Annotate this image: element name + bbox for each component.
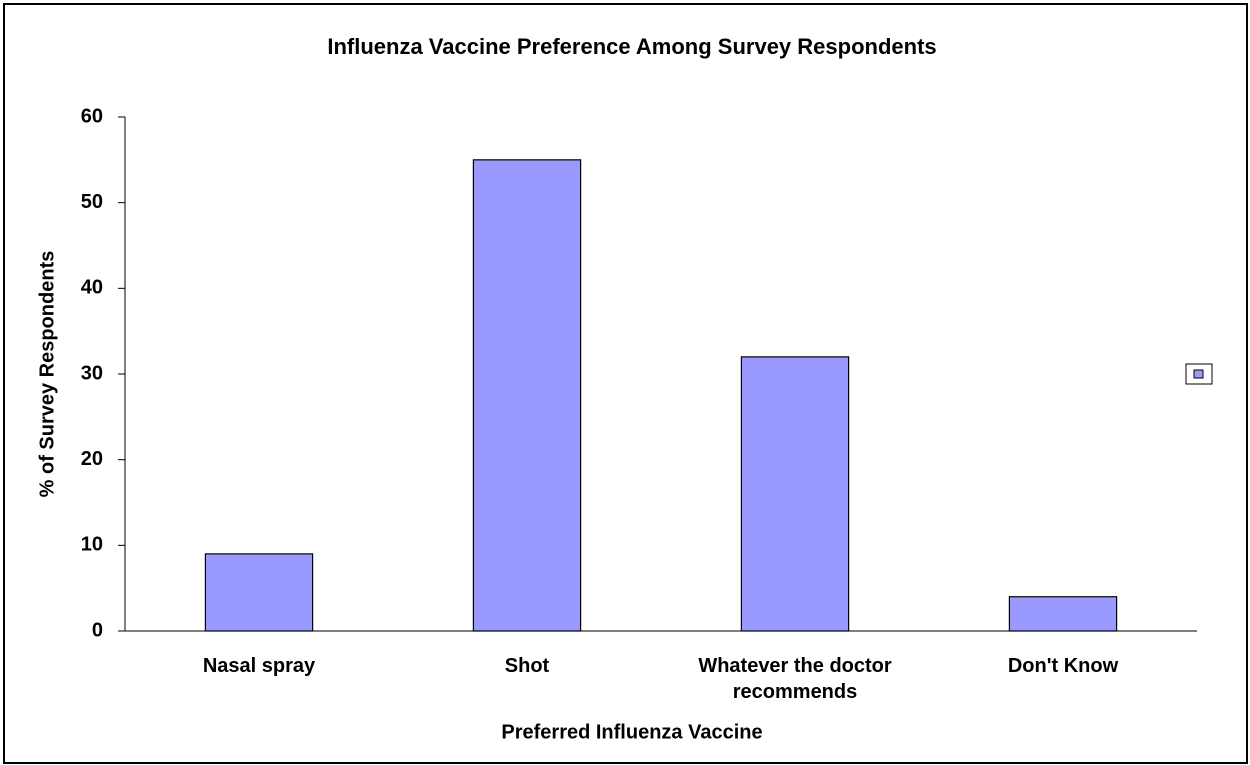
y-tick-label: 50 xyxy=(81,191,103,213)
y-tick-label: 60 xyxy=(81,105,103,127)
legend-swatch xyxy=(1193,369,1204,379)
y-tick-label: 30 xyxy=(81,362,103,384)
bar xyxy=(740,356,850,632)
y-tick-label: 40 xyxy=(81,277,103,299)
x-tick-label: Nasal spray xyxy=(202,655,316,677)
chart-title: Influenza Vaccine Preference Among Surve… xyxy=(327,34,936,59)
x-tick-label: Don't Know xyxy=(1007,655,1119,677)
chart-frame xyxy=(3,3,1248,764)
x-tick-label: Shot xyxy=(504,655,550,677)
bar xyxy=(1008,596,1118,632)
y-axis-title: % of Survey Respondents xyxy=(36,251,58,498)
bar xyxy=(472,159,582,632)
x-tick-label: Whatever the doctor recommends xyxy=(698,655,892,703)
bar xyxy=(204,553,314,632)
y-tick-label: 20 xyxy=(81,448,103,470)
y-tick-label: 0 xyxy=(92,619,103,641)
x-axis-title: Preferred Influenza Vaccine xyxy=(501,721,762,743)
y-tick-label: 10 xyxy=(81,534,103,556)
